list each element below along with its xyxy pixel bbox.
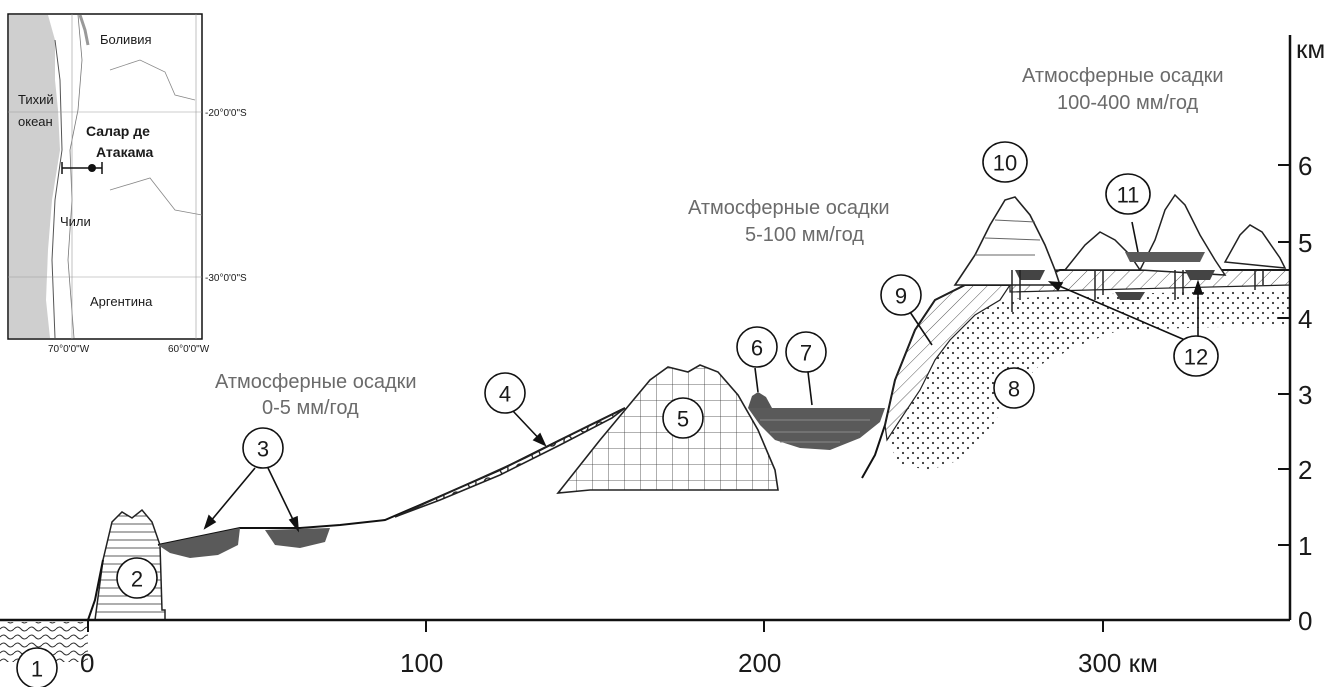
map-salar-2: Атакама xyxy=(96,144,154,160)
label-6: 6 xyxy=(736,326,778,368)
map-salar-1: Салар де xyxy=(86,123,150,139)
svg-text:8: 8 xyxy=(1008,377,1020,402)
svg-text:9: 9 xyxy=(895,284,907,309)
pacific-sea xyxy=(9,15,60,338)
map-lon-60: 60°0'0"W xyxy=(168,344,210,355)
map-lat-20: -20°0'0"S xyxy=(205,108,247,119)
map-lat-30: -30°0'0"S xyxy=(205,273,247,284)
label-2: 2 xyxy=(116,557,158,599)
svg-text:5: 5 xyxy=(677,407,689,432)
y-unit: км xyxy=(1296,34,1325,64)
precip-labels: Атмосферные осадки 0-5 мм/год Атмосферны… xyxy=(215,65,1224,419)
precip-2-line2: 5-100 мм/год xyxy=(745,224,864,246)
label-5: 5 xyxy=(662,397,704,439)
precip-1-line2: 0-5 мм/год xyxy=(262,397,359,419)
svg-text:11: 11 xyxy=(1117,183,1140,208)
y-axis: 0 1 2 3 4 5 6 км xyxy=(1278,34,1325,636)
precip-2-line1: Атмосферные осадки xyxy=(688,197,890,219)
map-bolivia: Боливия xyxy=(100,32,152,47)
precip-3-line2: 100-400 мм/год xyxy=(1057,92,1199,114)
y-tick-1: 1 xyxy=(1298,531,1312,561)
label-3: 3 xyxy=(242,427,284,469)
y-tick-3: 3 xyxy=(1298,380,1312,410)
salar-7 xyxy=(748,408,885,450)
conglomerate-4 xyxy=(394,407,626,518)
svg-text:2: 2 xyxy=(131,567,143,592)
map-ocean-1: Тихий xyxy=(18,92,54,107)
map-chile: Чили xyxy=(60,214,91,229)
salar-3b xyxy=(265,528,330,548)
dome-6 xyxy=(748,392,772,408)
x-tick-0: 0 xyxy=(80,648,94,678)
unit-labels: 1 2 3 4 5 6 7 8 9 10 11 12 xyxy=(16,141,1219,689)
svg-text:1: 1 xyxy=(31,657,43,682)
label-12: 12 xyxy=(1173,335,1219,377)
inset-map: Боливия Тихий океан Салар де Атакама Чил… xyxy=(7,13,247,355)
svg-text:4: 4 xyxy=(499,382,511,407)
svg-text:7: 7 xyxy=(800,341,812,366)
y-tick-0: 0 xyxy=(1298,606,1312,636)
label-8: 8 xyxy=(993,367,1035,409)
svg-text:3: 3 xyxy=(257,437,269,462)
ground-profile xyxy=(157,407,626,546)
volcano-10 xyxy=(953,196,1062,286)
x-tick-100: 100 xyxy=(400,648,443,678)
map-argentina: Аргентина xyxy=(90,294,153,309)
precip-3-line1: Атмосферные осадки xyxy=(1022,65,1224,87)
label-10: 10 xyxy=(982,141,1028,183)
precip-1-line1: Атмосферные осадки xyxy=(215,371,417,393)
salar-3a xyxy=(158,528,240,558)
svg-text:6: 6 xyxy=(751,336,763,361)
volcano-11 xyxy=(1138,193,1227,276)
label-4: 4 xyxy=(484,372,526,414)
x-tick-300: 300 км xyxy=(1078,648,1158,678)
label-7: 7 xyxy=(785,331,827,373)
fault-lines xyxy=(1011,270,1264,312)
label-11: 11 xyxy=(1105,173,1151,215)
ignimbrite-8 xyxy=(887,290,1290,470)
svg-text:12: 12 xyxy=(1184,345,1208,370)
y-tick-2: 2 xyxy=(1298,455,1312,485)
x-tick-200: 200 xyxy=(738,648,781,678)
y-tick-6: 6 xyxy=(1298,151,1312,181)
map-lon-70: 70°0'0"W xyxy=(48,344,90,355)
label-1: 1 xyxy=(16,647,58,689)
y-tick-4: 4 xyxy=(1298,304,1312,334)
x-axis: 0 100 200 300 км xyxy=(80,620,1158,678)
label-9: 9 xyxy=(880,274,922,316)
y-tick-5: 5 xyxy=(1298,228,1312,258)
map-ocean-2: океан xyxy=(18,114,53,129)
svg-text:10: 10 xyxy=(993,151,1017,176)
